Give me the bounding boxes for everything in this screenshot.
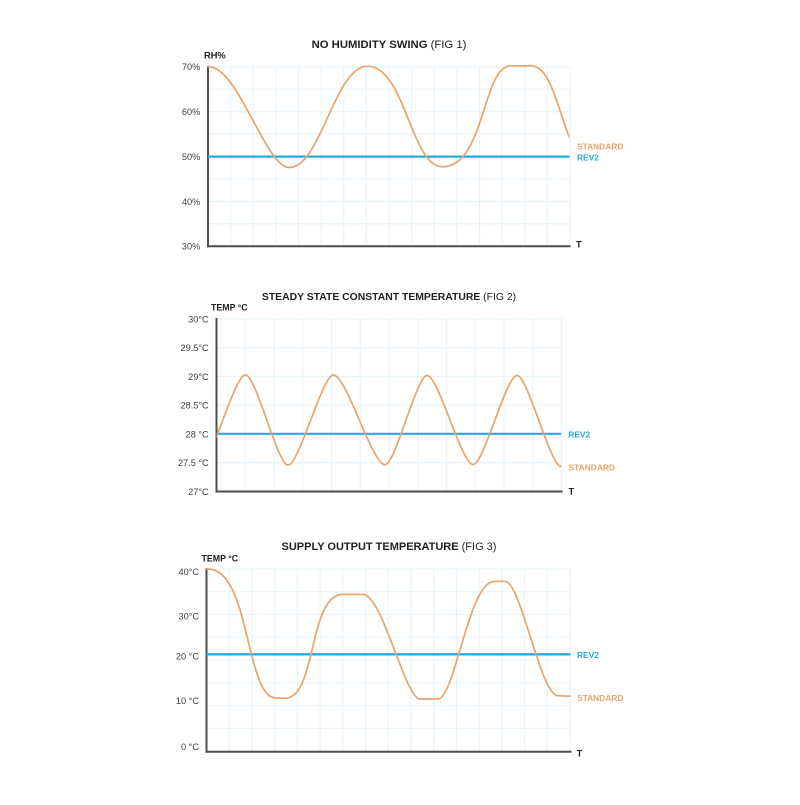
svg-text:29°C: 29°C [188, 372, 209, 382]
svg-text:20 °C: 20 °C [176, 651, 199, 661]
svg-text:27°C: 27°C [188, 487, 209, 497]
svg-text:STANDARD: STANDARD [569, 462, 615, 472]
svg-text:70%: 70% [182, 62, 200, 72]
svg-text:40%: 40% [182, 197, 200, 207]
svg-text:STANDARD: STANDARD [577, 693, 623, 703]
svg-text:29.5°C: 29.5°C [180, 343, 209, 353]
svg-text:REV2: REV2 [577, 152, 599, 162]
svg-text:RH%: RH% [204, 50, 226, 60]
svg-text:STANDARD: STANDARD [577, 142, 623, 152]
svg-text:28 °C: 28 °C [186, 429, 209, 439]
svg-text:T: T [576, 240, 582, 250]
svg-text:60%: 60% [182, 107, 200, 117]
svg-text:SUPPLY OUTPUT TEMPERATURE (FIG: SUPPLY OUTPUT TEMPERATURE (FIG 3) [282, 541, 497, 553]
svg-text:10 °C: 10 °C [176, 696, 199, 706]
svg-text:0 °C: 0 °C [181, 742, 199, 752]
svg-text:REV2: REV2 [577, 650, 599, 660]
svg-text:27.5 °C: 27.5 °C [178, 458, 209, 468]
svg-text:T: T [577, 748, 583, 758]
svg-text:40°C: 40°C [178, 567, 199, 577]
svg-text:T: T [569, 486, 575, 496]
svg-text:NO HUMIDITY SWING (FIG 1): NO HUMIDITY SWING (FIG 1) [312, 39, 467, 51]
svg-text:30°C: 30°C [178, 612, 199, 622]
svg-text:TEMP °C: TEMP °C [202, 553, 239, 563]
svg-text:30%: 30% [182, 242, 200, 252]
svg-text:STEADY STATE CONSTANT TEMPERAT: STEADY STATE CONSTANT TEMPERATURE (FIG 2… [262, 292, 516, 303]
svg-text:30°C: 30°C [188, 314, 209, 324]
svg-text:TEMP °C: TEMP °C [211, 302, 248, 312]
svg-text:REV2: REV2 [568, 429, 590, 439]
svg-text:50%: 50% [182, 152, 200, 162]
svg-text:28.5°C: 28.5°C [180, 401, 209, 411]
